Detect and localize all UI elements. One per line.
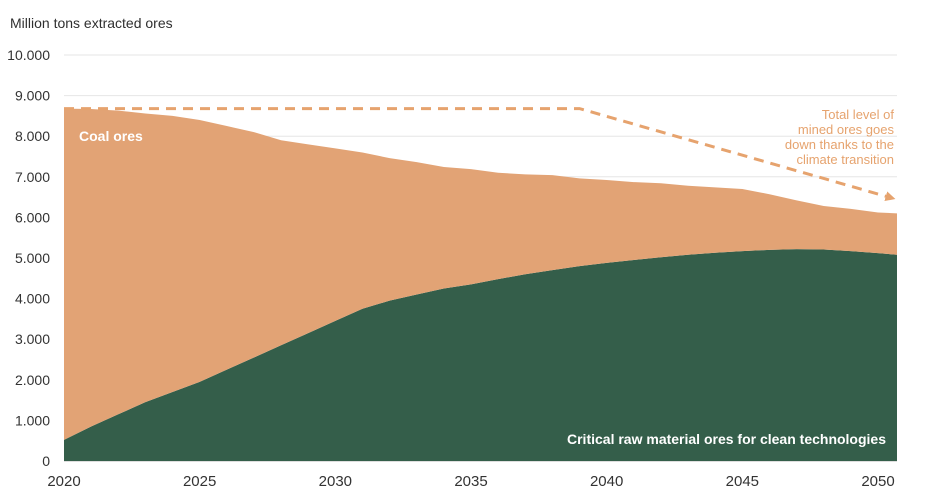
- critical-raw-material-label: Critical raw material ores for clean tec…: [567, 431, 886, 447]
- y-tick-label: 7.000: [15, 169, 50, 185]
- y-axis-title: Million tons extracted ores: [10, 15, 173, 31]
- x-tick-label: 2045: [726, 473, 759, 490]
- annotations: Coal ores Critical raw material ores for …: [64, 107, 896, 447]
- y-tick-label: 9.000: [15, 88, 50, 104]
- total-level-note-line: climate transition: [796, 152, 894, 167]
- y-tick-label: 0: [42, 453, 50, 469]
- y-tick-label: 5.000: [15, 250, 50, 266]
- y-tick-label: 8.000: [15, 128, 50, 144]
- y-axis-ticks: 0 1.000 2.000 3.000 4.000 5.000 6.000 7.000 8.00…: [7, 47, 50, 469]
- x-tick-label: 2020: [47, 473, 80, 490]
- x-tick-label: 2050: [861, 473, 894, 490]
- y-tick-label: 3.000: [15, 331, 50, 347]
- total-level-note-line: Total level of: [822, 107, 895, 122]
- y-tick-label: 2.000: [15, 372, 50, 388]
- y-tick-label: 10.000: [7, 47, 50, 63]
- x-tick-label: 2035: [454, 473, 487, 490]
- area-series: [64, 108, 897, 461]
- x-tick-label: 2025: [183, 473, 216, 490]
- y-tick-label: 6.000: [15, 209, 50, 225]
- y-tick-label: 1.000: [15, 412, 50, 428]
- x-axis-ticks: 2020 2025 2030 2035 2040 2045 2050: [47, 473, 894, 490]
- total-level-note-line: down thanks to the: [785, 137, 894, 152]
- y-tick-label: 4.000: [15, 291, 50, 307]
- area-coal-ores: [64, 108, 897, 440]
- coal-ores-label: Coal ores: [79, 128, 143, 144]
- x-tick-label: 2030: [319, 473, 352, 490]
- area-critical-raw-materials: [64, 249, 897, 461]
- total-level-note-line: mined ores goes: [798, 122, 895, 137]
- x-tick-label: 2040: [590, 473, 623, 490]
- total-level-dashed-arrow: [64, 107, 896, 202]
